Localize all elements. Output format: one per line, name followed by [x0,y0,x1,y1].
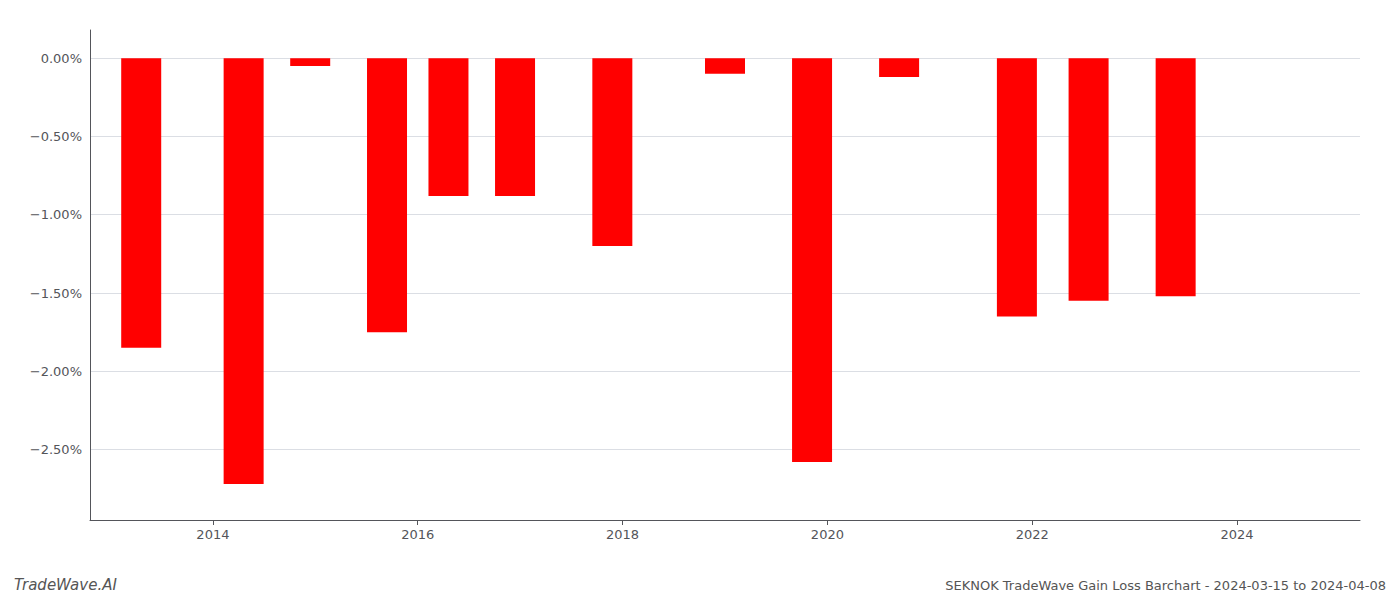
svg-text:SEKNOK TradeWave Gain Loss Bar: SEKNOK TradeWave Gain Loss Barchart - 20… [945,578,1386,593]
svg-text:2018: 2018 [606,527,639,542]
svg-text:2016: 2016 [401,527,434,542]
svg-text:2024: 2024 [1221,527,1254,542]
svg-text:−1.00%: −1.00% [30,207,82,222]
svg-text:TradeWave.AI: TradeWave.AI [14,576,117,594]
svg-text:2014: 2014 [196,527,229,542]
svg-text:0.00%: 0.00% [41,51,82,66]
svg-text:−2.50%: −2.50% [30,442,82,457]
svg-text:2020: 2020 [811,527,844,542]
svg-text:−2.00%: −2.00% [30,364,82,379]
svg-text:−1.50%: −1.50% [30,286,82,301]
svg-text:−0.50%: −0.50% [30,129,82,144]
svg-text:2022: 2022 [1016,527,1049,542]
